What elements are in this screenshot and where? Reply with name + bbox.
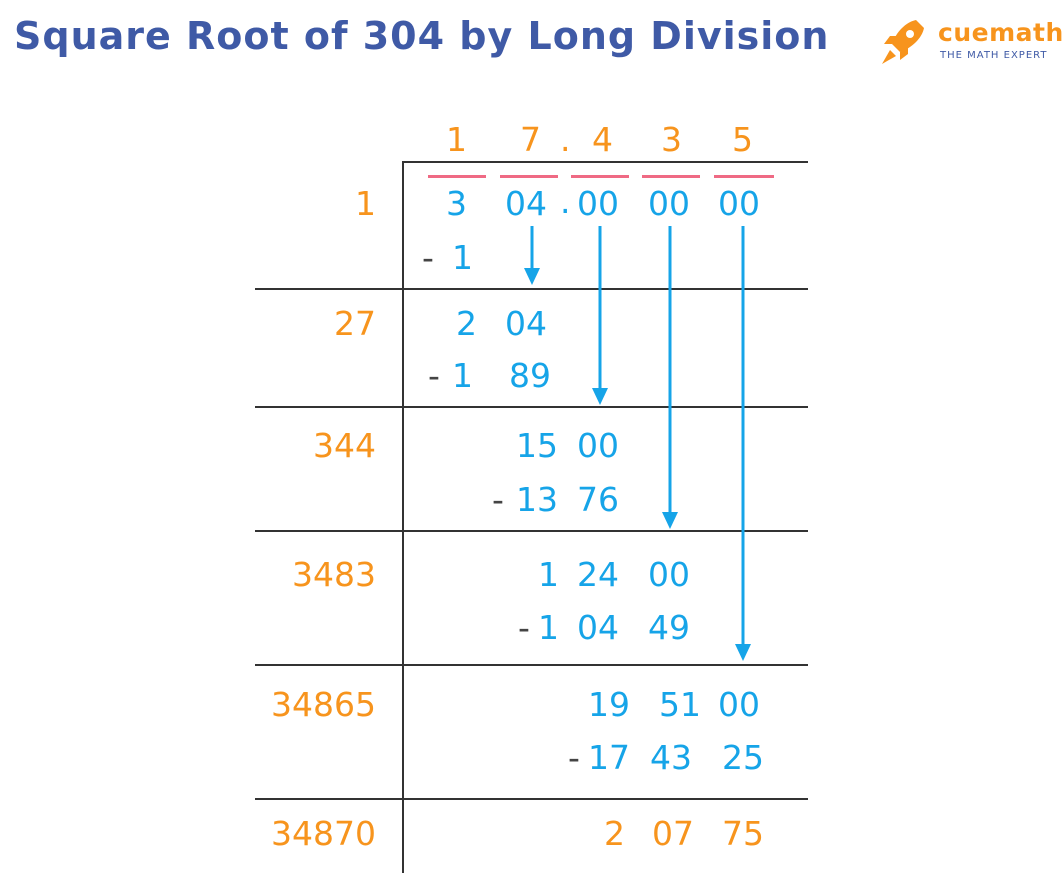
minus-sign: - (422, 238, 434, 277)
quotient-decimal-point: . (560, 120, 571, 159)
remainder-digits: 00 (718, 685, 760, 724)
row-divider (255, 798, 808, 800)
dividend-group: 04 (505, 184, 547, 223)
subtrahend: 25 (722, 738, 764, 777)
final-remainder: 2 (604, 814, 625, 853)
subtrahend: 13 (516, 480, 558, 519)
divisor-label: 344 (313, 426, 376, 465)
subtrahend: 1 (452, 238, 473, 277)
pair-bar (428, 175, 486, 178)
divisor-label: 1 (355, 184, 376, 223)
rocket-icon (882, 20, 924, 64)
remainder-digits: 15 (516, 426, 558, 465)
pair-bar (642, 175, 700, 178)
pair-bar (714, 175, 774, 178)
remainder-digits: 2 (456, 304, 477, 343)
minus-sign: - (518, 608, 530, 647)
minus-sign: - (568, 738, 580, 777)
row-divider (255, 530, 808, 532)
subtrahend: 1 (452, 356, 473, 395)
remainder-digits: 00 (648, 555, 690, 594)
quotient-digit: 5 (732, 120, 753, 159)
quotient-digit: 7 (520, 120, 541, 159)
remainder-digits: 51 (659, 685, 701, 724)
divisor-label: 34865 (271, 685, 376, 724)
remainder-digits: 1 (538, 555, 559, 594)
cuemath-logo: cuemath THE MATH EXPERT (876, 14, 1062, 70)
division-vertical-rule (402, 161, 404, 873)
dividend-decimal-point: . (560, 182, 571, 221)
dividend-group: 3 (446, 184, 467, 223)
quotient-digit: 4 (592, 120, 613, 159)
subtrahend: 49 (648, 608, 690, 647)
page-title: Square Root of 304 by Long Division (14, 14, 830, 58)
quotient-digit: 3 (661, 120, 682, 159)
divisor-label: 3483 (292, 555, 376, 594)
divisor-label: 27 (334, 304, 376, 343)
final-remainder: 07 (652, 814, 694, 853)
subtrahend: 1 (538, 608, 559, 647)
final-remainder: 75 (722, 814, 764, 853)
remainder-digits: 19 (588, 685, 630, 724)
subtrahend: 04 (577, 608, 619, 647)
dividend-group: 00 (648, 184, 690, 223)
row-divider (255, 664, 808, 666)
row-divider (255, 406, 808, 408)
remainder-digits: 00 (577, 426, 619, 465)
subtrahend: 76 (577, 480, 619, 519)
remainder-digits: 04 (505, 304, 547, 343)
dividend-group: 00 (577, 184, 619, 223)
subtrahend: 89 (509, 356, 551, 395)
divisor-label: 34870 (271, 814, 376, 853)
remainder-digits: 24 (577, 555, 619, 594)
logo-name: cuemath (938, 18, 1062, 47)
pair-bar (500, 175, 558, 178)
minus-sign: - (428, 356, 440, 395)
dividend-group: 00 (718, 184, 760, 223)
minus-sign: - (492, 480, 504, 519)
subtrahend: 43 (650, 738, 692, 777)
logo-tagline: THE MATH EXPERT (940, 50, 1048, 61)
quotient-digit: 1 (446, 120, 467, 159)
pair-bar (571, 175, 629, 178)
row-divider (255, 288, 808, 290)
division-top-rule (402, 161, 808, 163)
subtrahend: 17 (588, 738, 630, 777)
